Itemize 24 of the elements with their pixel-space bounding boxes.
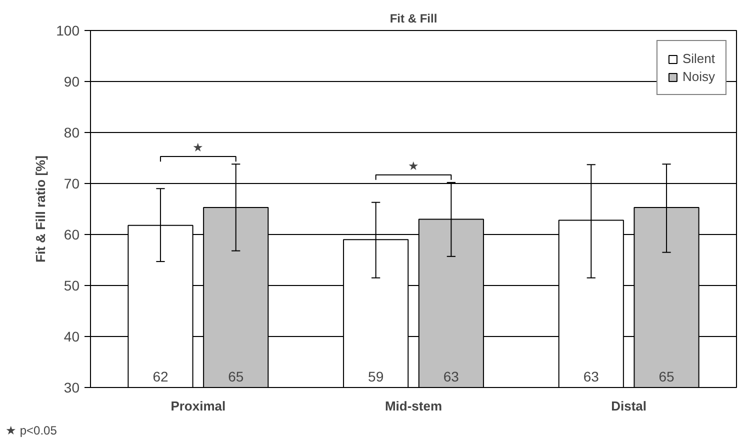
- x-tick-label: Distal: [611, 398, 647, 414]
- y-tick-label: 50: [64, 278, 80, 294]
- data-label: 65: [658, 368, 675, 384]
- annotation: ★: [408, 158, 419, 173]
- y-axis-title: Fit & Fill ratio [%]: [33, 156, 48, 262]
- y-tick-label: 70: [64, 176, 80, 192]
- data-label: 63: [443, 368, 460, 384]
- data-label: 63: [583, 368, 600, 384]
- chart-title: Fit & Fill: [390, 12, 438, 26]
- y-tick-label: 100: [56, 22, 80, 38]
- y-tick-label: 90: [64, 74, 80, 90]
- x-tick-label: Proximal: [170, 398, 226, 414]
- data-label: 62: [152, 368, 168, 384]
- y-tick-label: 80: [64, 124, 80, 140]
- annotation: ★: [192, 140, 204, 154]
- data-label: 65: [228, 368, 244, 384]
- legend-label: Silent: [682, 51, 715, 66]
- legend-label: Noisy: [682, 69, 715, 84]
- data-label: 59: [368, 368, 384, 384]
- y-tick-label: 60: [64, 226, 80, 242]
- y-tick-label: 40: [64, 328, 80, 344]
- y-tick-label: 30: [64, 380, 80, 396]
- text: ★ p<0.05: [6, 424, 58, 438]
- x-tick-label: Mid-stem: [384, 398, 442, 414]
